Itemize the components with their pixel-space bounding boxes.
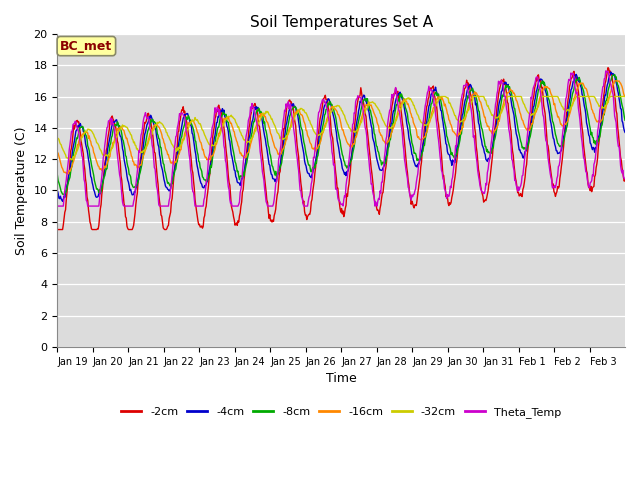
Legend: -2cm, -4cm, -8cm, -16cm, -32cm, Theta_Temp: -2cm, -4cm, -8cm, -16cm, -32cm, Theta_Te… (117, 403, 565, 422)
-8cm (275, 168, 282, 173)
-16cm (253, 120, 261, 125)
Line: -8cm: -8cm (58, 74, 625, 194)
-32cm (54, 135, 61, 141)
-4cm (59, 198, 67, 204)
-2cm (400, 131, 408, 137)
-8cm (433, 89, 440, 95)
-2cm (274, 189, 282, 194)
-4cm (621, 130, 629, 135)
-2cm (54, 227, 61, 232)
-8cm (253, 108, 261, 113)
-4cm (253, 105, 261, 111)
Line: -32cm: -32cm (58, 96, 625, 160)
-16cm (54, 149, 61, 155)
-8cm (60, 192, 67, 197)
Line: -4cm: -4cm (58, 72, 625, 201)
-4cm (121, 160, 129, 166)
Text: BC_met: BC_met (60, 39, 113, 53)
-32cm (68, 157, 76, 163)
-16cm (121, 131, 129, 137)
-2cm (253, 105, 260, 110)
Line: -2cm: -2cm (58, 68, 625, 229)
-4cm (401, 106, 408, 112)
-4cm (275, 168, 282, 174)
Theta_Temp (54, 203, 61, 209)
-4cm (54, 188, 61, 193)
-4cm (225, 136, 233, 142)
-8cm (121, 145, 129, 151)
Line: -16cm: -16cm (58, 81, 625, 174)
-4cm (607, 69, 615, 75)
-2cm (120, 201, 128, 206)
-2cm (604, 65, 612, 71)
-32cm (437, 94, 445, 99)
Theta_Temp (274, 169, 282, 175)
Theta_Temp (225, 184, 232, 190)
Theta_Temp (120, 203, 128, 209)
Y-axis label: Soil Temperature (C): Soil Temperature (C) (15, 126, 28, 255)
Theta_Temp (253, 119, 260, 124)
-32cm (275, 131, 282, 137)
Line: Theta_Temp: Theta_Temp (58, 71, 625, 206)
-2cm (621, 176, 629, 182)
-8cm (54, 172, 61, 178)
-8cm (611, 72, 618, 77)
-16cm (64, 171, 72, 177)
-8cm (401, 98, 408, 104)
-2cm (432, 98, 440, 104)
-16cm (275, 152, 282, 157)
-2cm (225, 173, 232, 179)
-8cm (621, 117, 629, 123)
Theta_Temp (621, 176, 629, 181)
Title: Soil Temperatures Set A: Soil Temperatures Set A (250, 15, 433, 30)
-8cm (225, 125, 233, 131)
-16cm (401, 98, 408, 104)
-16cm (611, 78, 618, 84)
Theta_Temp (400, 147, 408, 153)
X-axis label: Time: Time (326, 372, 356, 385)
-32cm (225, 114, 233, 120)
-32cm (121, 123, 129, 129)
-4cm (433, 88, 440, 94)
-16cm (433, 96, 440, 102)
-16cm (225, 117, 233, 123)
-32cm (401, 99, 408, 105)
-32cm (253, 124, 261, 130)
Theta_Temp (432, 111, 440, 117)
Theta_Temp (602, 68, 609, 74)
-16cm (621, 94, 629, 99)
-32cm (621, 94, 629, 99)
-32cm (433, 103, 440, 108)
